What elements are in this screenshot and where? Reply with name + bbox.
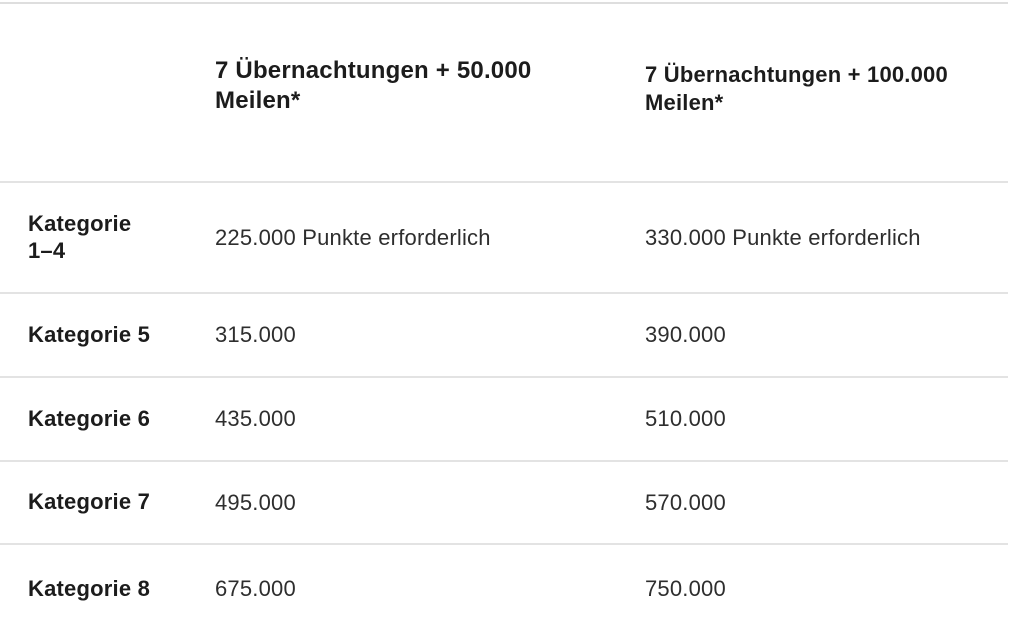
points-value: 675.000: [215, 576, 296, 601]
category-cell: Kategorie 6: [0, 406, 187, 432]
category-cell: Kategorie 5: [0, 322, 187, 348]
points-cell-50k: 675.000: [187, 576, 617, 602]
column-header-label: 7 Übernachtungen + 50.000 Meilen*: [215, 57, 532, 114]
category-cell: Kategorie 7: [0, 489, 187, 515]
table-row-kategorie-1-4: Kategorie 1–4 225.000 Punkte erforderlic…: [0, 183, 1008, 294]
points-cell-50k: 495.000: [187, 490, 617, 516]
points-value: 495.000: [215, 489, 296, 515]
table-row-kategorie-7: Kategorie 7 495.000 570.000: [0, 462, 1008, 545]
points-value: 315.000: [215, 322, 296, 347]
points-cell-100k: 570.000: [617, 490, 1008, 516]
points-value: 510.000: [645, 406, 726, 431]
table-header-row: 7 Übernachtungen + 50.000 Meilen* 7 Über…: [0, 4, 1008, 183]
points-cell-50k: 315.000: [187, 322, 617, 348]
header-cell-empty: [0, 4, 187, 181]
points-value: 225.000 Punkte erforderlich: [215, 224, 491, 250]
category-label: Kategorie 6: [28, 405, 151, 431]
points-value: 330.000 Punkte erforderlich: [645, 224, 921, 250]
header-cell-package-100k-miles: 7 Übernachtungen + 100.000 Meilen*: [617, 4, 1008, 181]
points-value: 435.000: [215, 406, 296, 431]
table-row-kategorie-8: Kategorie 8 675.000 750.000: [0, 545, 1008, 630]
category-label: Kategorie 7: [28, 489, 151, 515]
category-label: Kategorie 5: [28, 321, 151, 347]
points-cell-100k: 330.000 Punkte erforderlich: [617, 225, 1008, 251]
points-value: 390.000: [645, 322, 726, 347]
category-cell: Kategorie 8: [0, 576, 187, 602]
header-cell-package-50k-miles: 7 Übernachtungen + 50.000 Meilen*: [187, 4, 617, 181]
category-cell: Kategorie 1–4: [0, 211, 187, 264]
column-header-label: 7 Übernachtungen + 100.000 Meilen*: [645, 62, 948, 115]
points-cell-100k: 750.000: [617, 576, 1008, 602]
category-label: Kategorie 8: [28, 575, 151, 601]
points-cell-100k: 390.000: [617, 322, 1008, 348]
table-row-kategorie-6: Kategorie 6 435.000 510.000: [0, 378, 1008, 462]
category-label: Kategorie 1–4: [28, 211, 132, 263]
points-cell-50k: 225.000 Punkte erforderlich: [187, 225, 617, 251]
points-cell-100k: 510.000: [617, 406, 1008, 432]
points-value: 570.000: [645, 489, 726, 515]
points-cell-50k: 435.000: [187, 406, 617, 432]
points-value: 750.000: [645, 576, 726, 601]
table-row-kategorie-5: Kategorie 5 315.000 390.000: [0, 294, 1008, 378]
